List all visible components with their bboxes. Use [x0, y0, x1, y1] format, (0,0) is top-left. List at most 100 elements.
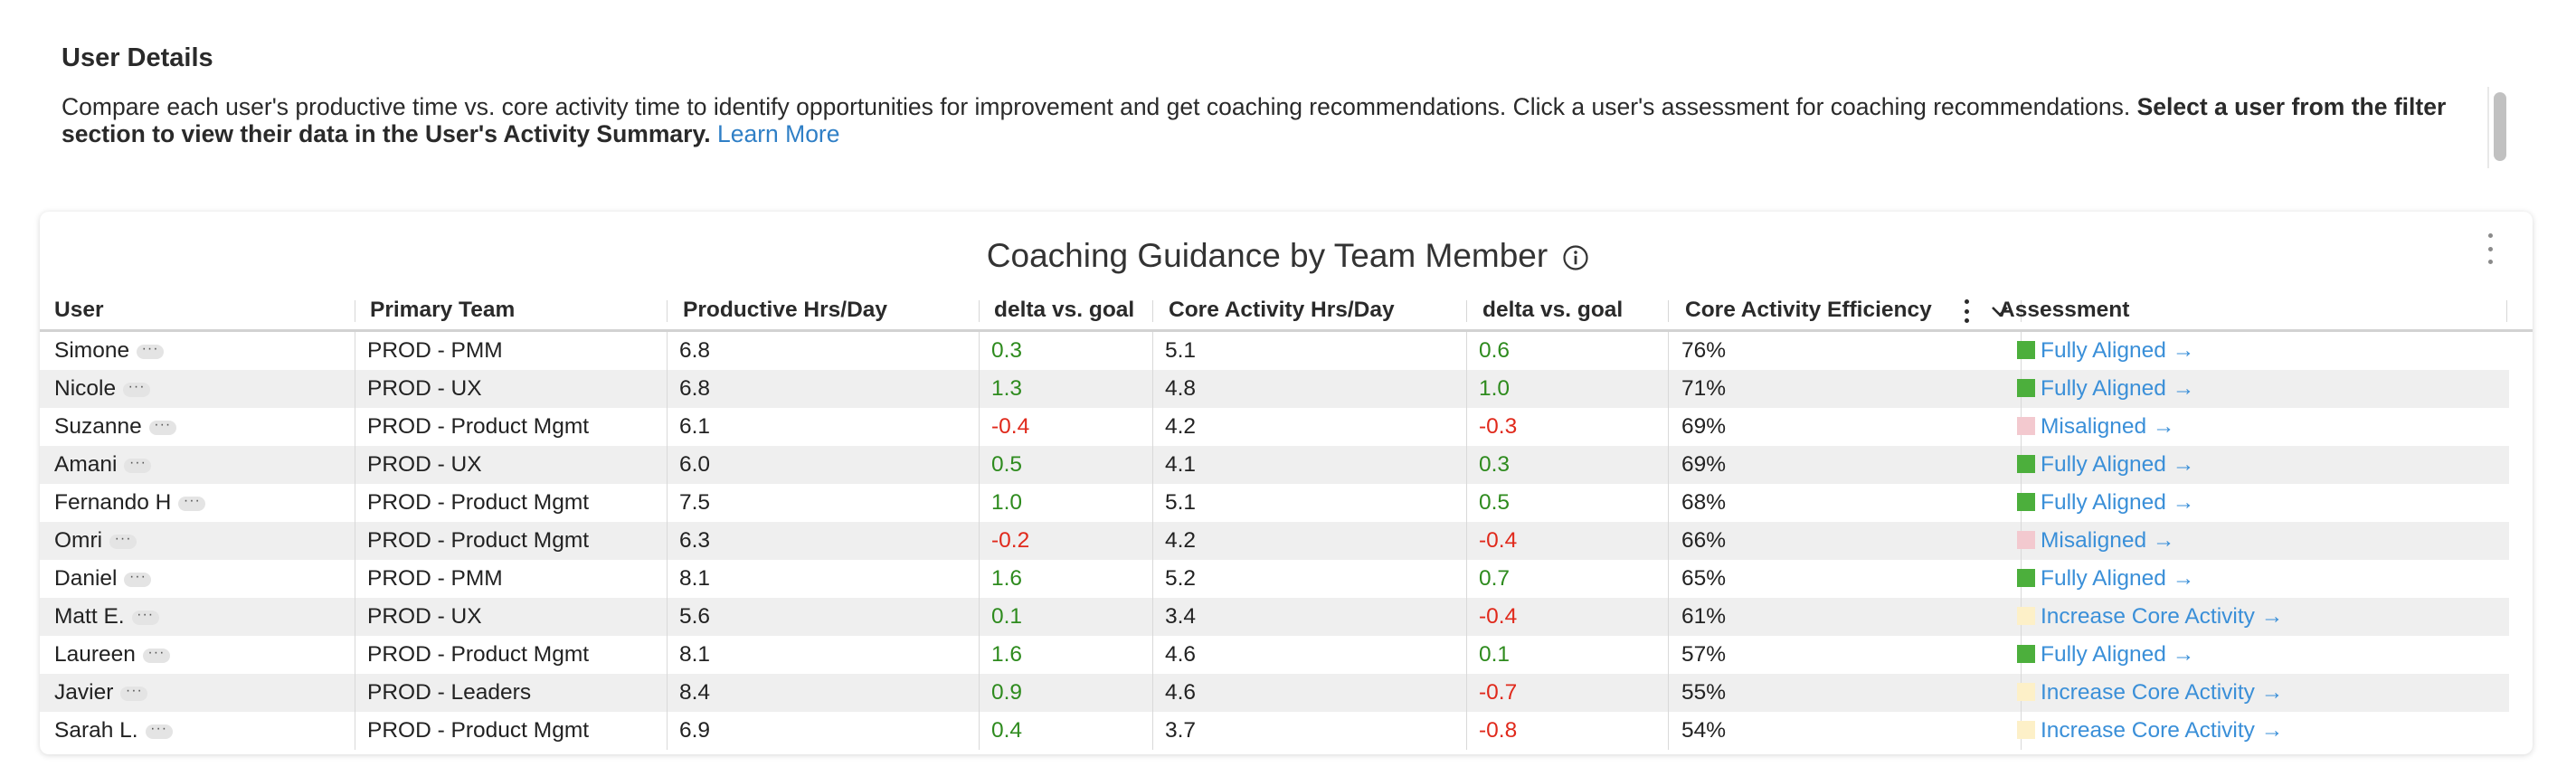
assessment-link[interactable]: Increase Core Activity → — [2041, 680, 2284, 705]
user-name: Amani — [54, 452, 118, 477]
user-cell[interactable]: Omri ··· — [54, 522, 137, 560]
user-cell[interactable]: Matt E. ··· — [54, 598, 159, 636]
productive-delta-cell: 0.5 — [991, 452, 1023, 477]
assessment-link[interactable]: Fully Aligned → — [2041, 566, 2195, 591]
description-scrollbar-track[interactable] — [2487, 87, 2513, 168]
sort-chevron-down-icon[interactable] — [1990, 302, 2010, 320]
user-more-button[interactable]: ··· — [109, 531, 137, 549]
user-cell[interactable]: Daniel ··· — [54, 560, 152, 598]
description-scrollbar-thumb[interactable] — [2494, 92, 2506, 161]
table-row[interactable]: Nicole ··· PROD - UX 6.8 1.3 4.8 1.0 71% Fully A… — [40, 370, 2509, 408]
core-activity-hrs-cell: 4.6 — [1165, 642, 1197, 667]
primary-team-cell: PROD - UX — [367, 604, 482, 629]
table-row[interactable]: Simone ··· PROD - PMM 6.8 0.3 5.1 0.6 76% Fully … — [40, 332, 2509, 370]
table-row[interactable]: Amani ··· PROD - UX 6.0 0.5 4.1 0.3 69% Fully Al… — [40, 446, 2509, 484]
user-cell[interactable]: Nicole ··· — [54, 370, 151, 408]
user-cell[interactable]: Suzanne ··· — [54, 408, 176, 446]
assessment-swatch-icon — [2017, 606, 2035, 625]
assessment-cell[interactable]: Increase Core Activity → — [2017, 598, 2283, 636]
core-activity-hrs-cell: 4.1 — [1165, 452, 1197, 477]
table-row[interactable]: Suzanne ··· PROD - Product Mgmt 6.1 -0.4 4.2 -… — [40, 408, 2509, 446]
column-header-core-efficiency[interactable]: Core Activity Efficiency — [1685, 298, 1932, 322]
user-more-button[interactable]: ··· — [120, 683, 148, 701]
column-menu-icon[interactable] — [1963, 299, 1970, 323]
assessment-link[interactable]: Fully Aligned → — [2041, 490, 2195, 515]
user-cell[interactable]: Amani ··· — [54, 446, 152, 484]
column-divider — [667, 332, 668, 370]
column-divider — [1668, 370, 1669, 408]
core-efficiency-cell: 57% — [1681, 642, 1727, 667]
assessment-cell[interactable]: Fully Aligned → — [2017, 446, 2194, 484]
assessment-cell[interactable]: Misaligned → — [2017, 522, 2174, 560]
table-row[interactable]: Matt E. ··· PROD - UX 5.6 0.1 3.4 -0.4 61% Incre… — [40, 598, 2509, 636]
productive-delta-cell: 0.4 — [991, 718, 1023, 743]
assessment-cell[interactable]: Fully Aligned → — [2017, 332, 2194, 370]
column-header-assessment[interactable]: Assessment — [1999, 298, 2130, 322]
user-cell[interactable]: Javier ··· — [54, 674, 148, 712]
card-menu-icon[interactable] — [2482, 233, 2498, 264]
assessment-link[interactable]: Fully Aligned → — [2041, 642, 2195, 667]
table-row[interactable]: Daniel ··· PROD - PMM 8.1 1.6 5.2 0.7 65% Fully … — [40, 560, 2509, 598]
learn-more-link[interactable]: Learn More — [716, 120, 840, 147]
assessment-link[interactable]: Increase Core Activity → — [2041, 718, 2284, 743]
table-row[interactable]: Sarah L. ··· PROD - Product Mgmt 6.9 0.4 3.7 -… — [40, 712, 2509, 750]
column-divider — [667, 560, 668, 598]
productive-delta-cell: 0.9 — [991, 680, 1023, 705]
table-row[interactable]: Fernando H ··· PROD - Product Mgmt 7.5 1.0 5.… — [40, 484, 2509, 522]
column-header-core-delta[interactable]: delta vs. goal — [1482, 298, 1624, 322]
column-divider — [1466, 522, 1467, 560]
assessment-swatch-icon — [2017, 454, 2035, 473]
user-more-button[interactable]: ··· — [137, 341, 165, 359]
assessment-cell[interactable]: Fully Aligned → — [2017, 560, 2194, 598]
assessment-cell[interactable]: Fully Aligned → — [2017, 636, 2194, 674]
user-cell[interactable]: Laureen ··· — [54, 636, 170, 674]
section-title: User Details — [62, 43, 213, 72]
user-more-button[interactable]: ··· — [124, 455, 152, 473]
user-cell[interactable]: Fernando H ··· — [54, 484, 206, 522]
column-header-productive-delta[interactable]: delta vs. goal — [994, 298, 1135, 322]
assessment-swatch-icon — [2017, 644, 2035, 663]
assessment-cell[interactable]: Increase Core Activity → — [2017, 712, 2283, 750]
primary-team-cell: PROD - Leaders — [367, 680, 532, 705]
assessment-swatch-icon — [2017, 682, 2035, 701]
column-header-core-activity-hrs[interactable]: Core Activity Hrs/Day — [1169, 298, 1395, 322]
assessment-cell[interactable]: Fully Aligned → — [2017, 484, 2194, 522]
table-row[interactable]: Omri ··· PROD - Product Mgmt 6.3 -0.2 4.2 -0.4… — [40, 522, 2509, 560]
column-divider — [1152, 522, 1153, 560]
table-row[interactable]: Javier ··· PROD - Leaders 8.4 0.9 4.6 -0.7 55% I… — [40, 674, 2509, 712]
info-icon[interactable] — [1562, 244, 1589, 271]
user-more-button[interactable]: ··· — [148, 417, 176, 435]
productive-delta-cell: 0.1 — [991, 604, 1023, 629]
assessment-link[interactable]: Fully Aligned → — [2041, 452, 2195, 477]
user-name: Sarah L. — [54, 718, 138, 743]
column-divider — [1668, 446, 1669, 484]
column-header-primary-team[interactable]: Primary Team — [370, 298, 516, 322]
section-description: Compare each user's productive time vs. … — [62, 93, 2449, 147]
assessment-link[interactable]: Increase Core Activity → — [2041, 604, 2284, 629]
user-more-button[interactable]: ··· — [131, 607, 159, 625]
column-header-user[interactable]: User — [54, 298, 104, 322]
assessment-link[interactable]: Misaligned → — [2041, 414, 2175, 439]
assessment-cell[interactable]: Misaligned → — [2017, 408, 2174, 446]
core-activity-hrs-cell: 4.8 — [1165, 376, 1197, 401]
assessment-link[interactable]: Fully Aligned → — [2041, 338, 2195, 363]
user-more-button[interactable]: ··· — [123, 379, 151, 397]
column-divider — [1668, 522, 1669, 560]
assessment-link[interactable]: Fully Aligned → — [2041, 376, 2195, 401]
column-divider — [1152, 636, 1153, 674]
user-cell[interactable]: Simone ··· — [54, 332, 165, 370]
user-more-button[interactable]: ··· — [145, 721, 173, 739]
assessment-cell[interactable]: Fully Aligned → — [2017, 370, 2194, 408]
user-cell[interactable]: Sarah L. ··· — [54, 712, 173, 750]
assessment-swatch-icon — [2017, 416, 2035, 435]
table-row[interactable]: Laureen ··· PROD - Product Mgmt 8.1 1.6 4.6 0.… — [40, 636, 2509, 674]
core-efficiency-cell: 71% — [1681, 376, 1727, 401]
core-delta-cell: -0.4 — [1479, 528, 1518, 553]
user-more-button[interactable]: ··· — [124, 569, 152, 587]
assessment-cell[interactable]: Increase Core Activity → — [2017, 674, 2283, 712]
column-header-productive-hrs[interactable]: Productive Hrs/Day — [683, 298, 888, 322]
column-divider — [979, 408, 980, 446]
user-more-button[interactable]: ··· — [142, 645, 170, 663]
user-more-button[interactable]: ··· — [178, 493, 206, 511]
assessment-link[interactable]: Misaligned → — [2041, 528, 2175, 553]
